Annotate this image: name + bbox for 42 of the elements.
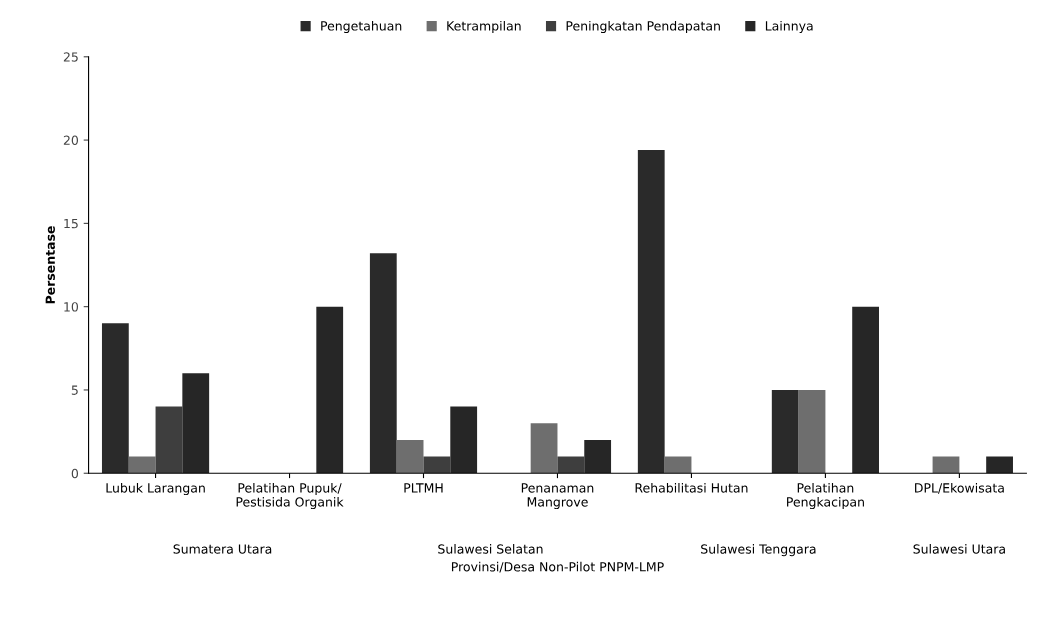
bar <box>932 456 960 474</box>
x-tick-label: Pelatihan Pengkacipan <box>787 482 864 510</box>
x-tick-label: DPL/Ekowisata <box>915 482 1004 494</box>
bar <box>128 456 156 474</box>
bar <box>182 373 210 474</box>
y-tick-label: 5 <box>71 385 78 395</box>
bar <box>530 423 558 474</box>
bar <box>986 456 1013 474</box>
bar <box>852 306 879 474</box>
x-tick-label: PLTMH <box>404 483 443 493</box>
bar <box>396 439 424 474</box>
bar <box>423 456 451 474</box>
x-axis-title: Provinsi/Desa Non-Pilot PNPM-LMP <box>451 561 664 573</box>
bar <box>316 306 344 474</box>
bar <box>155 406 183 474</box>
legend-label: Peningkatan Pendapatan <box>566 20 720 34</box>
y-tick-label: 15 <box>64 219 78 229</box>
legend-label: Ketrampilan <box>447 20 521 34</box>
y-tick-label: 25 <box>63 52 78 62</box>
x-tick-label: Lubuk Larangan <box>106 482 205 496</box>
legend-label: Lainnya <box>765 20 813 34</box>
text: Sulawesi Utara <box>913 544 1005 554</box>
text: Sulawesi Selatan <box>438 544 543 554</box>
bar <box>664 456 692 474</box>
text: Sumatera Utara <box>173 544 272 554</box>
y-tick-label: 20 <box>63 135 79 146</box>
y-tick-label: 10 <box>64 302 79 312</box>
legend-label: Pengetahuan <box>321 20 402 34</box>
y-tick-label: 0 <box>71 468 79 479</box>
y-axis-title: Persentase <box>45 226 55 304</box>
bar <box>369 253 397 474</box>
bar <box>798 389 826 474</box>
x-tick-label: Penanaman Mangrove <box>521 483 594 510</box>
x-tick-label: Pelatihan Pupuk/ Pestisida Organik <box>236 482 344 510</box>
bar <box>101 323 129 474</box>
bar <box>450 406 478 474</box>
bar <box>637 150 665 474</box>
text: Sulawesi Tenggara <box>701 544 816 557</box>
bar <box>557 456 585 474</box>
bar <box>771 389 799 474</box>
x-tick-label: Rehabilitasi Hutan <box>635 482 748 493</box>
bar <box>584 439 612 474</box>
